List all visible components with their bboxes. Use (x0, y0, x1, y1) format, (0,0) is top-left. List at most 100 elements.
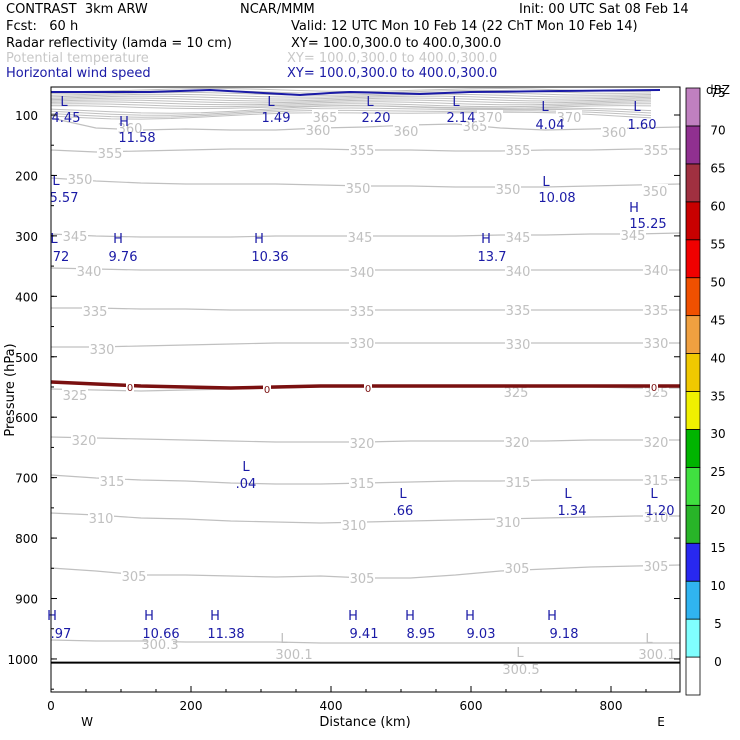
wind-extremum-type: H (547, 609, 557, 624)
colorbar-level-label: 50 (710, 275, 725, 289)
x-end-west: W (81, 715, 93, 729)
theta-label: 355 (506, 144, 531, 159)
theta-label-bg (62, 229, 88, 242)
theta-label-bg (505, 230, 531, 243)
field-theta-xy: XY= 100.0,300.0 to 400.0,300.0 (287, 51, 498, 66)
wind-extremum-type: H (465, 609, 475, 624)
theta-label-bg (349, 304, 375, 317)
theta-label: 370 (557, 111, 582, 126)
zero-label-bg (263, 383, 271, 394)
theta-label: 335 (644, 304, 669, 319)
wind-extremum-type: L (60, 95, 68, 110)
theta-contour-upper (50, 88, 652, 92)
theta-label-bg (147, 637, 173, 650)
theta-label: 310 (496, 516, 521, 531)
theta-label-bg (71, 433, 97, 446)
theta-label-bg (312, 110, 338, 123)
theta-label-bg (643, 336, 669, 349)
colorbar-swatch (685, 542, 701, 582)
theta-label: 360 (394, 125, 419, 140)
theta-contour-upper (50, 97, 652, 102)
valid-time: Valid: 12 UTC Mon 10 Feb 14 (22 ChT Mon … (291, 19, 638, 34)
theta-label: 305 (644, 560, 669, 575)
y-tick-label: 1000 (7, 653, 38, 667)
colorbar-level-label: 25 (710, 465, 725, 479)
theta-label: 355 (98, 147, 123, 162)
wind-extremum-type: H (629, 201, 639, 216)
field-reflectivity: Radar reflectivity (lamda = 10 cm) (6, 36, 232, 51)
theta-label: 345 (348, 231, 373, 246)
theta-label-bg (503, 385, 529, 398)
theta-label-bg (601, 125, 627, 138)
zero-label: 0 (365, 384, 371, 395)
x-tick-label: 0 (47, 699, 55, 713)
theta-label-bg (643, 559, 669, 572)
wind-extremum-type: H (348, 609, 358, 624)
wind-extremum-type: L (541, 100, 549, 115)
colorbar-swatch (685, 618, 701, 658)
theta-label: 350 (346, 182, 371, 197)
wind-extremum-value: 10.08 (538, 191, 575, 206)
theta-label-bg (349, 436, 375, 449)
theta-label-bg (495, 182, 521, 195)
theta-label-bg (505, 475, 531, 488)
wind-extremum-value: 9.03 (467, 627, 496, 642)
theta-label-bg (349, 265, 375, 278)
theta-label: 345 (506, 231, 531, 246)
theta-contour-upper (50, 101, 652, 106)
wind-extremum-value: 4.04 (536, 118, 565, 133)
colorbar-level-label: 70 (710, 124, 725, 138)
theta-label: 370 (478, 111, 503, 126)
colorbar-level-label: 35 (710, 389, 725, 403)
colorbar-swatch (685, 466, 701, 506)
colorbar-level-label: 0 (714, 655, 722, 669)
wind-extremum-value: 2.20 (362, 111, 391, 126)
theta-contour-upper (50, 103, 652, 108)
theta-label: 310 (644, 511, 669, 526)
theta-label: 315 (506, 476, 531, 491)
theta-label-bg (644, 647, 670, 660)
theta-label: 345 (621, 229, 646, 244)
wind-extremum-value: 10.36 (251, 250, 288, 265)
colorbar-level-label: 10 (710, 579, 725, 593)
wind-extremum-value: 15.25 (629, 217, 666, 232)
theta-label-bg (67, 172, 93, 185)
colorbar-swatch (685, 239, 701, 279)
wind-extremum-value: 1.49 (262, 111, 291, 126)
wind-extremum-type: L (52, 174, 60, 189)
model-title: CONTRAST 3km ARW (6, 2, 148, 17)
wind-extremum-value: 1.20 (646, 504, 675, 519)
theta-label: 360 (306, 124, 331, 139)
wind-extremum-type: H (481, 232, 491, 247)
theta-low-mark: L (280, 632, 288, 647)
theta-label: 350 (496, 183, 521, 198)
wind-extremum-value: 13.7 (478, 250, 507, 265)
wind-extremum-value: 9.76 (109, 250, 138, 265)
wind-extremum-type: H (113, 232, 123, 247)
theta-label-bg (643, 263, 669, 276)
wind-extremum-type: L (564, 487, 572, 502)
y-tick-label: 600 (15, 411, 38, 425)
zero-label: 0 (651, 383, 657, 394)
theta-label-bg (556, 110, 582, 123)
theta-label: 320 (72, 434, 97, 449)
theta-label-bg (477, 110, 503, 123)
theta-contour-360 (50, 117, 681, 131)
theta-label-bg (88, 511, 114, 524)
theta-label: 365 (463, 120, 488, 135)
wind-extremum-type: L (633, 100, 641, 115)
colorbar-level-label: 60 (710, 200, 725, 214)
wind-contour-top (51, 88, 661, 97)
colorbar-swatch (685, 163, 701, 203)
wind-extremum-type: H (210, 609, 220, 624)
theta-label: 305 (122, 570, 147, 585)
theta-label-bg (643, 510, 669, 523)
x-tick-label: 200 (180, 699, 203, 713)
wind-extremum-value: 9.41 (350, 627, 379, 642)
zero-label-bg (126, 381, 134, 392)
zero-label: 0 (127, 383, 133, 394)
field-reflectivity-xy: XY= 100.0,300.0 to 400.0,300.0 (291, 36, 502, 51)
colorbar-swatch (685, 315, 701, 354)
theta-label: 325 (63, 389, 88, 404)
theta-label: 330 (644, 337, 669, 352)
